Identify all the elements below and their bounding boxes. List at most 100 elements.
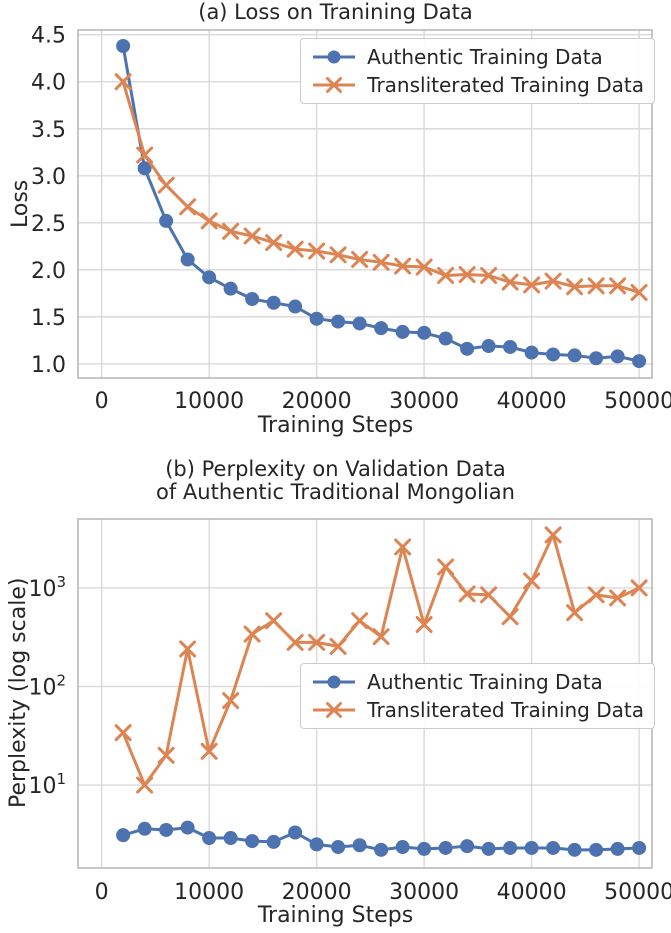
data-point-marker: [415, 258, 433, 276]
data-point-marker: [329, 246, 347, 264]
data-point-marker: [329, 637, 347, 655]
x-tick-label: 50000: [604, 389, 671, 414]
x-tick-label: 40000: [497, 880, 567, 905]
data-point-marker: [589, 842, 604, 857]
data-point-marker: [587, 586, 605, 604]
data-point-marker: [331, 840, 346, 855]
legend-label: Transliterated Training Data: [367, 73, 644, 97]
data-point-marker: [417, 841, 432, 856]
data-point-marker: [351, 250, 369, 268]
data-point-marker: [114, 73, 132, 91]
data-point-marker: [180, 820, 195, 835]
data-point-marker: [157, 176, 175, 194]
data-point-marker: [630, 283, 648, 301]
data-point-marker: [630, 579, 648, 597]
data-point-marker: [567, 348, 582, 363]
legend-sample-marker: [326, 702, 343, 718]
x-tick-label: 40000: [497, 389, 567, 414]
data-point-marker: [372, 628, 390, 646]
data-point-marker: [544, 526, 562, 544]
data-point-marker: [137, 161, 152, 176]
data-point-marker: [632, 354, 647, 369]
data-point-marker: [351, 612, 369, 630]
chart-a-title: (a) Loss on Tranining Data: [198, 0, 473, 24]
data-point-marker: [136, 146, 154, 164]
chart-b-xlabel: Training Steps: [257, 903, 414, 928]
x-tick-label: 0: [95, 389, 109, 414]
data-point-marker: [546, 347, 561, 362]
data-point-marker: [266, 834, 281, 849]
data-point-marker: [202, 270, 217, 285]
plot-border: [77, 29, 653, 379]
y-tick-label: 4.5: [31, 24, 66, 49]
data-point-marker: [223, 831, 238, 846]
data-point-marker: [610, 841, 625, 856]
x-tick-label: 50000: [604, 880, 671, 905]
data-point-marker: [524, 345, 539, 360]
y-tick-label: 3.0: [31, 165, 66, 190]
data-point-marker: [286, 240, 304, 258]
data-point-marker: [223, 281, 238, 296]
y-tick-label: 102: [28, 671, 66, 700]
y-tick-label: 103: [28, 573, 66, 602]
data-point-marker: [136, 776, 154, 794]
x-tick-label: 20000: [282, 880, 352, 905]
data-point-marker: [480, 586, 498, 604]
y-tick-label: 2.0: [31, 259, 66, 284]
data-point-marker: [395, 324, 410, 339]
legend-item-1: Transliterated Training Data: [311, 72, 644, 98]
data-point-marker: [609, 277, 627, 295]
y-tick-label: 101: [28, 770, 66, 799]
data-point-marker: [245, 834, 260, 849]
data-point-marker: [243, 625, 261, 643]
x-tick-label: 30000: [389, 880, 459, 905]
chart-a-ylabel: Loss: [8, 179, 33, 229]
y-tick-label: 1.5: [31, 306, 66, 331]
data-point-marker: [632, 840, 647, 855]
data-point-marker: [308, 242, 326, 260]
data-point-marker: [374, 842, 389, 857]
data-point-marker: [501, 273, 519, 291]
legend-sample-marker: [327, 675, 341, 689]
data-point-marker: [503, 339, 518, 354]
data-point-marker: [309, 311, 324, 326]
data-point-marker: [546, 840, 561, 855]
data-point-marker: [460, 839, 475, 854]
legend-circle-marker-icon: [313, 50, 356, 64]
y-tick-label: 4.0: [31, 71, 66, 96]
data-point-marker: [437, 266, 455, 284]
data-point-marker: [222, 222, 240, 240]
data-point-marker: [460, 341, 475, 356]
data-point-marker: [245, 291, 260, 306]
chart-b-legend: Authentic Training Data Transliterated Tr…: [300, 663, 655, 729]
series-line-1: [121, 533, 640, 787]
data-point-marker: [352, 316, 367, 331]
data-point-marker: [309, 837, 324, 852]
y-tick-label: 2.5: [31, 212, 66, 237]
legend-label: Authentic Training Data: [367, 45, 603, 69]
legend-x-marker-icon: [313, 702, 356, 718]
data-point-marker: [243, 227, 261, 245]
data-point-marker: [331, 314, 346, 329]
chart-a-legend: Authentic Training Data Transliterated Tr…: [300, 38, 655, 104]
data-point-marker: [200, 212, 218, 230]
data-point-marker: [589, 351, 604, 366]
legend-label: Transliterated Training Data: [367, 698, 644, 722]
data-point-marker: [286, 633, 304, 651]
data-point-marker: [437, 558, 455, 576]
data-point-marker: [222, 692, 240, 710]
data-point-marker: [288, 299, 303, 314]
legend-label: Authentic Training Data: [367, 670, 603, 694]
chart-a-xlabel: Training Steps: [257, 413, 414, 438]
data-point-marker: [567, 842, 582, 857]
legend-x-marker-icon: [313, 77, 356, 93]
data-point-marker: [180, 252, 195, 267]
data-point-marker: [157, 746, 175, 764]
data-point-marker: [137, 821, 152, 836]
data-point-marker: [609, 589, 627, 607]
data-point-marker: [480, 266, 498, 284]
data-point-marker: [265, 612, 283, 630]
data-point-marker: [544, 272, 562, 290]
legend-item-0: Authentic Training Data: [311, 669, 644, 695]
